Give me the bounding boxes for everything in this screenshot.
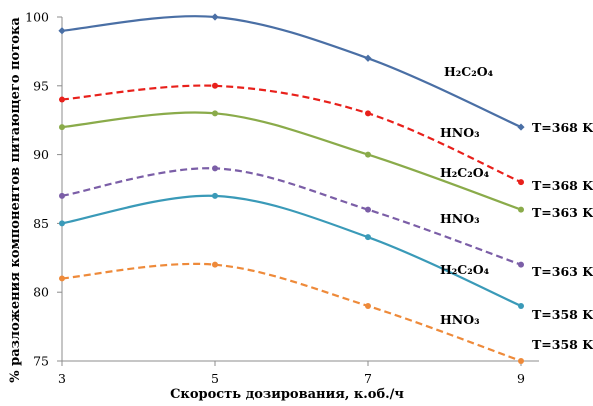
series-5 [59,192,524,309]
y-tick-label: 85 [33,216,49,231]
x-axis-title: Скорость дозирования, к.об./ч [170,387,404,402]
series-line [61,111,522,211]
series-temperature-label: T=358 K [532,337,593,352]
series-line [61,262,522,363]
series-line [61,167,522,266]
data-point [365,151,371,158]
series-line [61,194,522,307]
data-point [517,123,525,131]
series-4 [59,165,524,268]
data-point [212,261,218,268]
series-line [61,15,522,129]
data-point [59,96,65,103]
series-temperature-label: T=368 K [532,178,593,193]
data-point [212,110,218,117]
data-point [518,261,524,268]
x-tick-label: 5 [211,371,219,386]
data-point [518,179,524,186]
series-label: H₂C₂O₄ [444,64,494,79]
data-point [59,220,65,227]
y-tick-label: 90 [33,147,49,162]
data-point [365,302,371,309]
x-axis-ticks: 3 5 7 9 [58,361,525,386]
series-temperature-label: T=368 K [532,120,593,135]
y-tick-label: 100 [25,10,49,25]
data-point [212,82,218,89]
data-point [212,165,218,172]
series-6 [59,261,524,364]
series-temperature-label: T=363 K [532,205,593,220]
series-1 [58,13,525,131]
y-tick-label: 80 [33,285,49,300]
y-axis-ticks: 75 80 85 90 95 100 [25,10,62,369]
plot-area [58,13,525,364]
chart-axes [61,17,539,362]
series-labels: H₂C₂O₄ T=368 K HNO₃ T=368 K H₂C₂O₄ T=363 K HNO… [440,64,593,352]
data-point [518,302,524,309]
series-2 [59,82,524,186]
data-point [59,275,65,282]
series-temperature-label: T=358 K [532,307,593,322]
series-label: HNO₃ [440,125,480,140]
x-tick-label: 3 [58,371,66,386]
series-label: HNO₃ [440,312,480,327]
data-point [518,206,524,213]
series-line [61,84,522,184]
series-label: H₂C₂O₄ [440,262,490,277]
x-tick-label: 7 [364,371,372,386]
data-point [365,206,371,213]
data-point [58,27,66,35]
series-3 [59,110,524,213]
y-axis-title: % разложения компонентов питающего поток… [8,17,23,383]
y-tick-label: 75 [33,354,49,369]
data-point [365,234,371,241]
y-tick-label: 95 [33,78,49,93]
series-label: HNO₃ [440,211,480,226]
data-point [518,358,524,364]
data-point [364,54,372,62]
series-temperature-label: T=363 K [532,264,593,279]
data-point [211,13,219,21]
data-point [59,124,65,131]
x-tick-label: 9 [517,371,525,386]
data-point [365,110,371,117]
data-point [59,192,65,199]
data-point [212,192,218,199]
series-label: H₂C₂O₄ [440,165,490,180]
